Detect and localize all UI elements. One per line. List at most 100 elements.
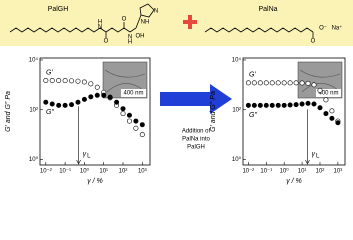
loss-modulus-point xyxy=(311,101,317,107)
loss-modulus-point xyxy=(126,112,132,118)
storage-modulus-point xyxy=(120,111,126,117)
storage-modulus-point xyxy=(251,80,257,86)
x-tick-label: 10³ xyxy=(138,169,147,175)
loss-modulus-point xyxy=(299,101,305,107)
loss-modulus-point xyxy=(335,120,341,126)
storage-modulus-point xyxy=(126,118,132,124)
storage-modulus-point xyxy=(257,80,263,86)
bond xyxy=(135,14,142,29)
loss-modulus-point xyxy=(269,102,275,108)
critical-strain-symbol: γ xyxy=(83,151,87,158)
loss-modulus-point xyxy=(139,122,145,128)
loss-modulus-point xyxy=(275,102,281,108)
loss-modulus-point xyxy=(43,99,49,105)
plot-frame xyxy=(242,57,346,166)
scale-box xyxy=(316,89,341,97)
arrow-caption-line: PalGH xyxy=(187,145,205,151)
storage-modulus-point xyxy=(62,78,68,84)
x-tick-label: 10² xyxy=(119,169,128,175)
series-label: G′ xyxy=(249,72,256,79)
loss-modulus-point xyxy=(133,118,139,124)
loss-modulus-point xyxy=(329,115,335,121)
y-tick-label: 10⁴ xyxy=(29,57,39,64)
loss-modulus-point xyxy=(305,100,311,106)
x-tick-label: 10⁰ xyxy=(280,168,290,175)
atom-label: N xyxy=(128,35,132,41)
y-tick-label: 10⁰ xyxy=(29,156,39,163)
storage-modulus-point xyxy=(293,80,299,86)
loss-modulus-point xyxy=(287,102,293,108)
imidazole xyxy=(139,3,155,18)
storage-modulus-point xyxy=(323,97,329,103)
scale-label: 400 nm xyxy=(318,91,338,97)
storage-modulus-point xyxy=(94,84,100,90)
storage-modulus-point xyxy=(311,82,317,88)
loss-modulus-point xyxy=(107,94,113,100)
storage-modulus-point xyxy=(317,87,323,93)
critical-strain-symbol: γ xyxy=(311,151,315,158)
y-tick-label: 10⁰ xyxy=(232,156,242,163)
plus xyxy=(188,15,192,29)
critical-strain-arrowhead xyxy=(76,159,81,165)
y-tick-label: 10² xyxy=(232,107,241,113)
loss-modulus-point xyxy=(56,102,62,108)
atom-label: O xyxy=(104,39,109,45)
storage-modulus-point xyxy=(133,125,139,131)
y-tick-label: 10⁴ xyxy=(232,57,242,64)
x-tick-label: 10³ xyxy=(334,169,343,175)
atom-label: O xyxy=(311,39,316,45)
loss-modulus-point xyxy=(101,92,107,98)
storage-modulus-point xyxy=(139,132,145,138)
loss-modulus-point xyxy=(75,99,81,105)
storage-modulus-point xyxy=(43,77,49,83)
critical-strain-arrowhead xyxy=(305,159,310,165)
loss-modulus-point xyxy=(257,102,263,108)
palgh-chain xyxy=(9,27,137,33)
loss-modulus-point xyxy=(88,94,94,100)
storage-modulus-point xyxy=(275,80,281,86)
banner xyxy=(0,0,353,46)
page: PalGH PalNa O H N O N H OH N NH O O⁻ Na⁺ Addition of… xyxy=(0,0,353,185)
loss-modulus-point xyxy=(114,99,120,105)
series-label: G″ xyxy=(249,112,257,119)
loss-modulus-point xyxy=(245,102,251,108)
y-axis-label: G′ and G″ Pa xyxy=(210,91,217,132)
x-tick-label: 10² xyxy=(316,169,325,175)
atom-label: Na⁺ xyxy=(332,25,343,32)
loss-modulus-point xyxy=(281,102,287,108)
loss-modulus-point xyxy=(251,102,257,108)
storage-modulus-point xyxy=(299,80,305,86)
storage-modulus-point xyxy=(75,78,81,84)
loss-modulus-point xyxy=(49,101,55,107)
atom-label: H xyxy=(128,40,132,46)
storage-modulus-point xyxy=(88,81,94,87)
critical-strain-subscript: L xyxy=(316,154,320,160)
storage-modulus-point xyxy=(81,79,87,85)
loss-modulus-point xyxy=(317,105,323,111)
atom-label: OH xyxy=(136,34,145,40)
x-axis-label: γ / % xyxy=(286,178,302,185)
storage-modulus-point xyxy=(69,78,75,84)
y-tick-label: 10² xyxy=(29,107,38,113)
storage-modulus-point xyxy=(269,80,275,86)
x-tick-label: 10¹ xyxy=(99,169,108,175)
atom-label: O⁻ xyxy=(319,26,327,32)
loss-modulus-point xyxy=(263,102,269,108)
critical-strain-subscript: L xyxy=(87,154,91,160)
x-tick-label: 10⁰ xyxy=(80,168,90,175)
x-tick-label: 10⁻² xyxy=(40,169,52,175)
scale-box xyxy=(121,89,146,97)
loss-modulus-point xyxy=(120,106,126,112)
atom-label: H xyxy=(98,20,102,26)
storage-modulus-point xyxy=(287,80,293,86)
storage-modulus-point xyxy=(281,80,287,86)
x-tick-label: 10⁻² xyxy=(242,169,254,175)
scale-label: 400 nm xyxy=(123,91,143,97)
atom-label: O xyxy=(122,17,127,23)
x-tick-label: 10¹ xyxy=(298,169,307,175)
fibers xyxy=(104,69,146,93)
loss-modulus-point xyxy=(69,102,75,108)
storage-modulus-point xyxy=(245,80,251,86)
storage-modulus-point xyxy=(263,80,269,86)
loss-modulus-point xyxy=(293,102,299,108)
